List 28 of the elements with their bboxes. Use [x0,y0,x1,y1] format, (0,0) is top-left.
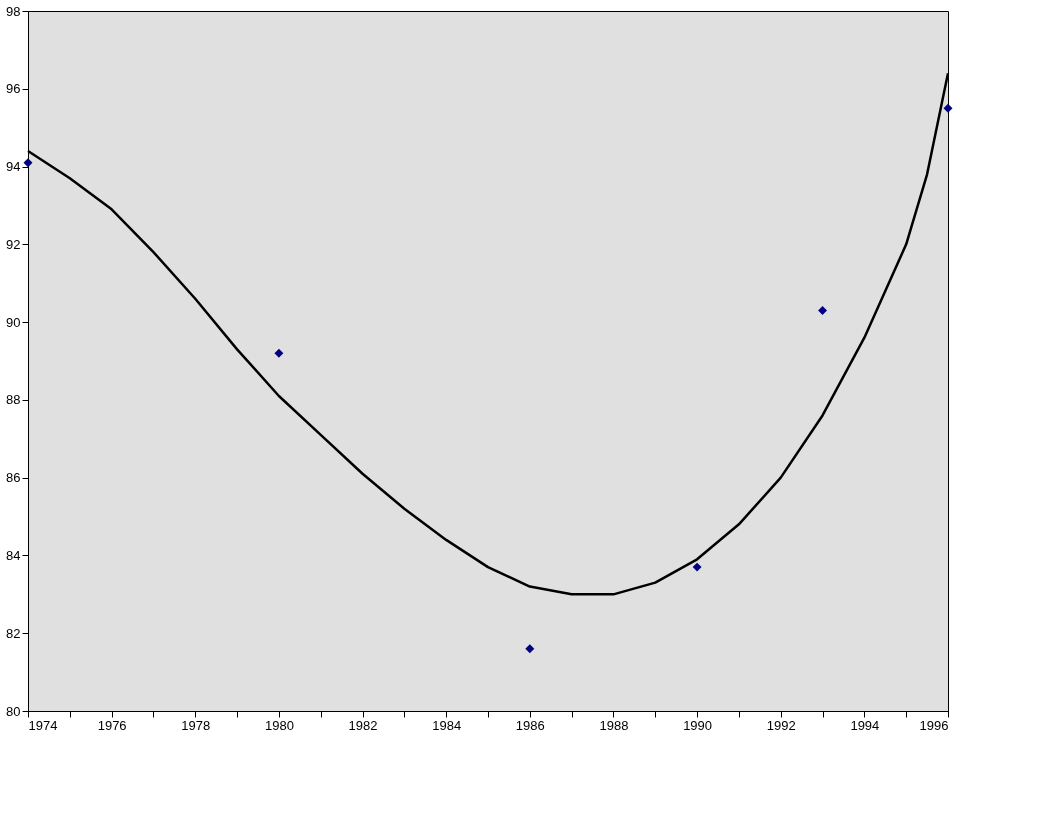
x-tick-label: 1978 [181,717,211,733]
y-tick-label: 80 [6,703,21,719]
x-tick-label: 1990 [683,717,713,733]
y-tick-label: 94 [6,159,21,175]
y-tick-label: 86 [6,470,21,486]
point [818,305,828,315]
y-tick-label: 90 [6,314,21,330]
x-tick-label: 1996 [919,717,949,733]
point [23,158,33,168]
x-tick-label: 1974 [28,717,58,733]
point [525,644,535,654]
x-tick-label: 1982 [348,717,378,733]
x-tick-label: 1994 [850,717,880,733]
x-tick-label: 1992 [766,717,796,733]
y-tick-label: 92 [6,236,21,252]
x-tick-label: 1986 [515,717,545,733]
x-tick-label: 1980 [264,717,294,733]
y-tick-label: 84 [6,547,21,563]
x-tick-label: 1976 [97,717,127,733]
y-tick-label: 82 [6,625,21,641]
y-tick-label: 98 [6,3,21,19]
x-tick-label: 1984 [432,717,462,733]
point [692,562,702,572]
y-tick-label: 96 [6,81,21,97]
y-tick-label: 88 [6,392,21,408]
x-tick-label: 1988 [599,717,629,733]
point [943,103,953,113]
point [274,348,284,358]
